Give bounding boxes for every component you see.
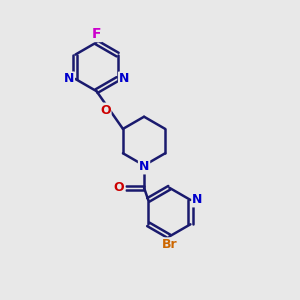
Text: O: O <box>100 103 111 116</box>
Text: O: O <box>114 181 124 194</box>
Text: N: N <box>64 73 74 85</box>
Text: Br: Br <box>161 238 177 251</box>
Text: N: N <box>139 160 149 173</box>
Text: N: N <box>192 194 203 206</box>
Text: N: N <box>119 73 129 85</box>
Text: F: F <box>92 27 101 41</box>
